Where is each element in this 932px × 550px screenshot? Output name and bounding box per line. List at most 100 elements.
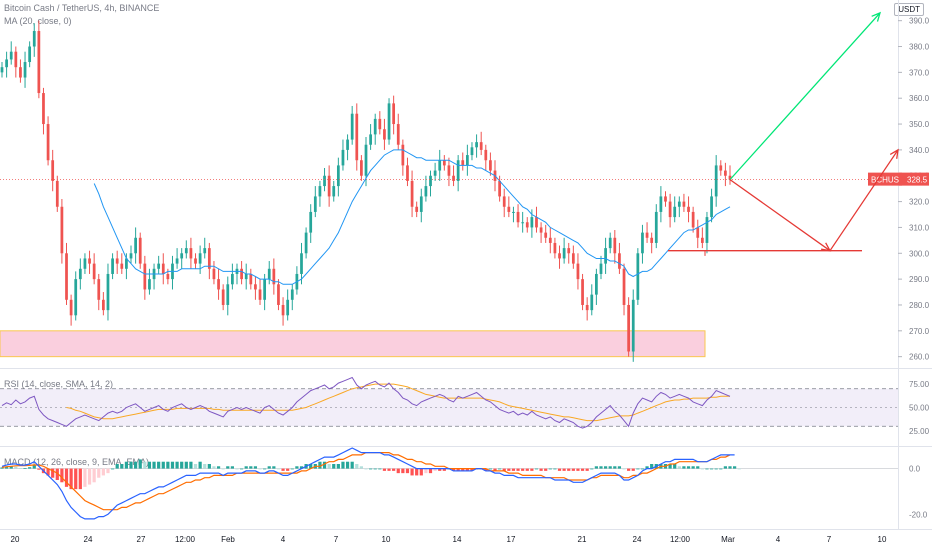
macd-histogram-bar bbox=[175, 461, 179, 469]
macd-histogram-bar bbox=[124, 461, 129, 469]
candle-body bbox=[442, 160, 446, 166]
rsi-legend[interactable]: RSI (14, close, SMA, 14, 2) bbox=[4, 379, 114, 389]
candle bbox=[429, 170, 432, 197]
macd-histogram-bar bbox=[189, 461, 193, 469]
candle-body bbox=[143, 263, 147, 290]
price-tick-label: 290.0 bbox=[909, 275, 930, 284]
candle-body bbox=[55, 180, 59, 207]
macd-histogram-bar bbox=[106, 468, 110, 474]
price-tag-value: 328.5 bbox=[907, 176, 928, 185]
candle-body bbox=[23, 62, 27, 78]
candle-body bbox=[479, 142, 483, 150]
macd-histogram-bar bbox=[488, 468, 493, 470]
macd-histogram-bar bbox=[405, 468, 410, 474]
candle-body bbox=[424, 186, 428, 197]
candle-body bbox=[240, 268, 243, 280]
candle-body bbox=[83, 258, 87, 269]
symbol-title: Bitcoin Cash / TetherUS, 4h, BINANCE bbox=[4, 3, 160, 13]
candle bbox=[479, 131, 483, 156]
candle-body bbox=[32, 31, 36, 47]
candle bbox=[396, 113, 400, 150]
macd-histogram-bar bbox=[737, 468, 741, 470]
candle-body bbox=[631, 299, 635, 352]
candle bbox=[373, 113, 377, 145]
candle-body bbox=[74, 279, 78, 316]
macd-histogram-bar bbox=[115, 464, 119, 469]
macd-histogram-bar bbox=[184, 461, 188, 469]
candle-body bbox=[502, 196, 506, 207]
price-tick-label: 300.0 bbox=[909, 249, 930, 258]
macd-histogram-bar bbox=[78, 468, 82, 490]
time-tick-label: 12:00 bbox=[670, 535, 691, 544]
macd-histogram-bar bbox=[263, 468, 267, 470]
macd-histogram-bar bbox=[290, 468, 294, 470]
candle-body bbox=[539, 227, 543, 233]
candle-body bbox=[231, 273, 234, 285]
ma-legend[interactable]: MA (20, close, 0) bbox=[4, 16, 72, 26]
candle-body bbox=[387, 103, 391, 140]
candle-body bbox=[710, 196, 713, 218]
candle bbox=[106, 263, 110, 321]
candle bbox=[604, 237, 607, 274]
candle bbox=[622, 263, 626, 316]
candle bbox=[636, 248, 640, 305]
macd-histogram-bar bbox=[401, 468, 405, 474]
price-tick-label: 270.0 bbox=[909, 327, 930, 336]
candle bbox=[9, 41, 13, 65]
currency-unit-button[interactable]: USDT bbox=[894, 3, 924, 16]
macd-tick-label: -20.0 bbox=[909, 510, 928, 519]
candle bbox=[226, 276, 230, 316]
candle bbox=[272, 258, 276, 295]
macd-histogram-bar bbox=[281, 468, 285, 471]
candle bbox=[401, 139, 405, 176]
candle bbox=[120, 253, 124, 274]
candle-body bbox=[378, 118, 382, 130]
candle bbox=[627, 297, 631, 357]
candle-body bbox=[452, 175, 455, 181]
candle-body bbox=[0, 67, 4, 73]
time-tick-label: Feb bbox=[221, 535, 235, 544]
candle-body bbox=[627, 304, 631, 352]
candle bbox=[198, 245, 202, 274]
candle-body bbox=[166, 273, 170, 280]
time-tick-label: 17 bbox=[507, 535, 516, 544]
candle bbox=[562, 237, 566, 264]
macd-legend[interactable]: MACD (12, 26, close, 9, EMA, EMA) bbox=[4, 457, 150, 467]
macd-histogram-bar bbox=[286, 468, 290, 471]
candle-body bbox=[65, 253, 68, 300]
time-tick-label: 27 bbox=[137, 535, 146, 544]
candle-body bbox=[373, 118, 377, 135]
candle bbox=[659, 186, 663, 223]
candle-body bbox=[553, 242, 557, 254]
candle bbox=[369, 124, 372, 150]
candle bbox=[290, 284, 294, 311]
candle bbox=[235, 263, 239, 285]
macd-histogram-bar bbox=[83, 468, 87, 487]
candle-body bbox=[249, 273, 253, 285]
macd-histogram-bar bbox=[299, 466, 304, 469]
macd-histogram-bar bbox=[9, 466, 13, 469]
candle-body bbox=[189, 248, 193, 259]
candle bbox=[332, 180, 336, 202]
candle bbox=[691, 206, 695, 233]
candle bbox=[341, 139, 345, 171]
candle-body bbox=[659, 196, 663, 212]
rebound-projection-arrow bbox=[829, 149, 899, 252]
macd-histogram-bar bbox=[705, 468, 709, 470]
candle bbox=[194, 253, 197, 269]
candle bbox=[650, 232, 654, 254]
macd-histogram-bar bbox=[733, 466, 737, 469]
macd-histogram-bar bbox=[691, 466, 695, 469]
candle bbox=[46, 116, 50, 166]
candle-body bbox=[134, 237, 137, 254]
candle bbox=[267, 261, 271, 285]
macd-histogram-bar bbox=[143, 461, 147, 469]
macd-histogram-bar bbox=[110, 468, 115, 470]
candle-body bbox=[705, 217, 709, 243]
candle bbox=[475, 134, 478, 158]
candle-body bbox=[590, 294, 594, 311]
macd-histogram-bar bbox=[640, 468, 645, 470]
macd-histogram-bar bbox=[235, 468, 239, 470]
macd-histogram-bar bbox=[456, 468, 460, 471]
